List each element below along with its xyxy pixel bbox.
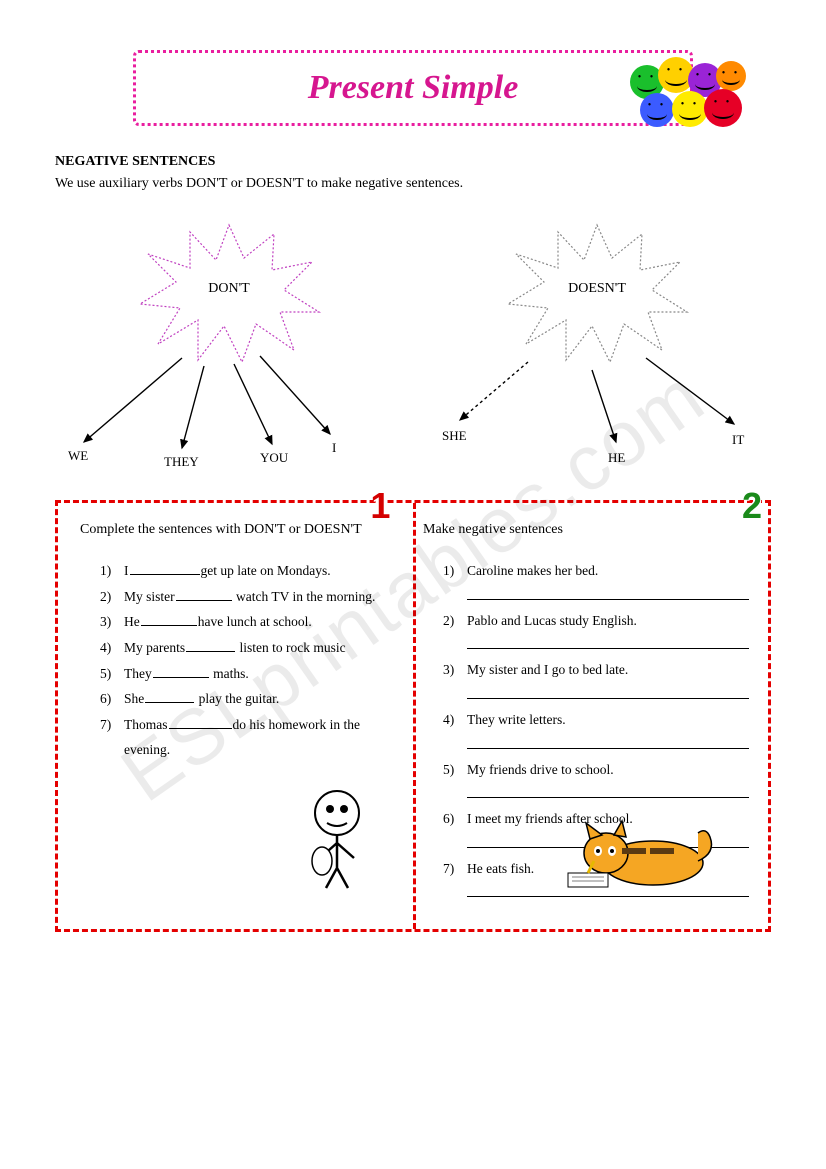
exercise-container: 1 2 Complete the sentences with DON'T or… bbox=[55, 500, 771, 932]
item-text: Hehave lunch at school. bbox=[124, 609, 312, 635]
item-number: 5) bbox=[100, 661, 124, 687]
item-text: My parents listen to rock music bbox=[124, 635, 346, 661]
diagram-row: DON'T WE THEY YOU I DOESN'T SHE HE IT bbox=[55, 210, 771, 470]
answer-line[interactable] bbox=[467, 784, 749, 798]
pronoun-label: HE bbox=[608, 450, 625, 466]
fill-blank[interactable] bbox=[169, 716, 232, 729]
clipart-cat-right bbox=[558, 813, 718, 893]
exercise1-item: 3)Hehave lunch at school. bbox=[100, 609, 407, 635]
item-text: Iget up late on Mondays. bbox=[124, 558, 331, 584]
title-banner: Present Simple bbox=[133, 50, 693, 126]
diagram-dont: DON'T WE THEY YOU I bbox=[64, 210, 394, 470]
arrow-line bbox=[260, 356, 330, 434]
item-number: 6) bbox=[100, 686, 124, 712]
pronoun-label: IT bbox=[732, 432, 744, 448]
item-text: My sister and I go to bed late. bbox=[467, 657, 628, 683]
item-number: 4) bbox=[100, 635, 124, 661]
fill-blank[interactable] bbox=[186, 639, 235, 652]
pronoun-label: I bbox=[332, 440, 336, 456]
answer-line[interactable] bbox=[467, 735, 749, 749]
item-text: He eats fish. bbox=[467, 856, 534, 882]
pronoun-label: THEY bbox=[164, 454, 199, 470]
item-number: 7) bbox=[100, 712, 124, 763]
item-text: My sister watch TV in the morning. bbox=[124, 584, 375, 610]
smiley-icon bbox=[716, 61, 746, 91]
exercise1-item: 4)My parents listen to rock music bbox=[100, 635, 407, 661]
item-text: Thomasdo his homework in the evening. bbox=[124, 712, 407, 763]
burst-label-doesnt: DOESN'T bbox=[564, 280, 630, 298]
exercise1-item: 7)Thomasdo his homework in the evening. bbox=[100, 712, 407, 763]
exercise2-item: 4)They write letters. bbox=[443, 707, 750, 733]
pronoun-label: YOU bbox=[260, 450, 288, 466]
item-text: Pablo and Lucas study English. bbox=[467, 608, 637, 634]
item-number: 7) bbox=[443, 856, 467, 882]
arrow-line bbox=[234, 364, 272, 444]
arrow-line bbox=[592, 370, 616, 442]
item-text: They maths. bbox=[124, 661, 249, 687]
item-number: 2) bbox=[100, 584, 124, 610]
exercise1-item: 5)They maths. bbox=[100, 661, 407, 687]
exercise2-instruction: Make negative sentences bbox=[423, 519, 750, 540]
smiley-icon bbox=[640, 93, 674, 127]
item-number: 5) bbox=[443, 757, 467, 783]
fill-blank[interactable] bbox=[145, 690, 194, 703]
item-number: 1) bbox=[443, 558, 467, 584]
burst-label-dont: DON'T bbox=[204, 280, 253, 298]
exercise2-item: 3)My sister and I go to bed late. bbox=[443, 657, 750, 683]
item-number: 1) bbox=[100, 558, 124, 584]
exercise2-item: 2)Pablo and Lucas study English. bbox=[443, 608, 750, 634]
arrows-left bbox=[64, 210, 394, 470]
section-intro: We use auxiliary verbs DON'T or DOESN'T … bbox=[55, 176, 771, 192]
page-title: Present Simple bbox=[308, 69, 519, 107]
arrow-line bbox=[84, 358, 182, 442]
item-text: Caroline makes her bed. bbox=[467, 558, 598, 584]
item-number: 3) bbox=[443, 657, 467, 683]
item-text: My friends drive to school. bbox=[467, 757, 614, 783]
pronoun-label: SHE bbox=[442, 428, 467, 444]
item-number: 6) bbox=[443, 806, 467, 832]
arrows-right bbox=[432, 210, 762, 470]
answer-line[interactable] bbox=[467, 586, 749, 600]
exercise1-item: 2)My sister watch TV in the morning. bbox=[100, 584, 407, 610]
exercise1-list: 1)Iget up late on Mondays.2)My sister wa… bbox=[80, 558, 407, 763]
fill-blank[interactable] bbox=[130, 562, 200, 575]
smiley-icon bbox=[672, 91, 708, 127]
item-number: 3) bbox=[100, 609, 124, 635]
exercise2-item: 5)My friends drive to school. bbox=[443, 757, 750, 783]
answer-line[interactable] bbox=[467, 685, 749, 699]
pronoun-label: WE bbox=[68, 448, 88, 464]
exercise1-instruction: Complete the sentences with DON'T or DOE… bbox=[80, 519, 407, 540]
diagram-doesnt: DOESN'T SHE HE IT bbox=[432, 210, 762, 470]
arrow-line bbox=[182, 366, 204, 448]
item-number: 4) bbox=[443, 707, 467, 733]
item-number: 2) bbox=[443, 608, 467, 634]
exercise2-item: 1)Caroline makes her bed. bbox=[443, 558, 750, 584]
clipart-character-left bbox=[292, 783, 382, 893]
answer-line[interactable] bbox=[467, 635, 749, 649]
arrow-line bbox=[646, 358, 734, 424]
arrow-line bbox=[460, 362, 528, 420]
exercise-left: Complete the sentences with DON'T or DOE… bbox=[72, 519, 415, 905]
smiley-icon bbox=[704, 89, 742, 127]
exercise-right: Make negative sentences 1)Caroline makes… bbox=[415, 519, 758, 905]
section-heading: NEGATIVE SENTENCES bbox=[55, 154, 771, 170]
exercise1-item: 1)Iget up late on Mondays. bbox=[100, 558, 407, 584]
exercise1-item: 6)She play the guitar. bbox=[100, 686, 407, 712]
fill-blank[interactable] bbox=[141, 613, 197, 626]
item-text: They write letters. bbox=[467, 707, 566, 733]
fill-blank[interactable] bbox=[153, 665, 209, 678]
item-text: She play the guitar. bbox=[124, 686, 279, 712]
smiley-cluster bbox=[630, 57, 746, 129]
fill-blank[interactable] bbox=[176, 588, 232, 601]
